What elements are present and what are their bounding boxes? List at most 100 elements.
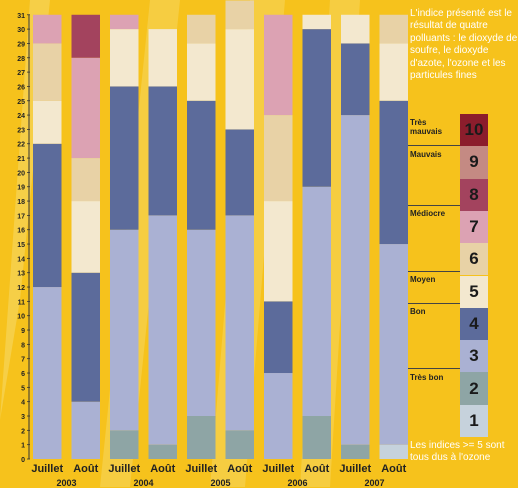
- bar-segment-level-3: [264, 373, 293, 459]
- legend-category-bon: Bon: [410, 307, 426, 316]
- bar-segment-level-4: [187, 100, 216, 230]
- y-tick-label: 30: [17, 27, 25, 34]
- bar-segment-level-2: [302, 416, 331, 459]
- bar-segment-level-4: [341, 43, 370, 116]
- y-tick-label: 4: [21, 400, 25, 407]
- x-tick-label: Août: [73, 463, 99, 475]
- note-top: L'indice présenté est le résultat de qua…: [410, 8, 518, 82]
- bar-segment-level-7: [33, 14, 62, 44]
- bar-segment-level-3: [148, 215, 177, 445]
- y-tick-label: 29: [17, 41, 25, 48]
- y-tick-label: 11: [18, 299, 26, 306]
- bar-segment-level-5: [71, 201, 100, 273]
- y-tick-label: 12: [17, 285, 25, 292]
- legend-level-1: 1: [460, 404, 488, 437]
- bar-segment-level-5: [302, 14, 331, 30]
- bar-segment-level-3: [187, 229, 216, 417]
- x-tick-label: Juillet: [108, 463, 141, 475]
- legend-level-2: 2: [460, 372, 488, 405]
- year-label: 2005: [210, 478, 231, 488]
- bar-segment-level-4: [264, 301, 293, 374]
- y-tick-label: 25: [17, 99, 25, 106]
- bar-segment-level-3: [110, 229, 139, 431]
- legend-level-7: 7: [460, 210, 488, 244]
- legend-level-10: 10: [460, 114, 488, 147]
- y-tick-label: 1: [21, 443, 25, 450]
- legend-level-8: 8: [460, 178, 488, 211]
- bar-segment-level-5: [110, 29, 139, 87]
- y-tick-label: 28: [17, 56, 25, 63]
- legend-category-tres-bon: Très bon: [410, 373, 444, 382]
- bar-segment-level-6: [225, 0, 254, 30]
- y-tick-label: 8: [21, 342, 25, 349]
- bar-segment-level-4: [33, 143, 62, 288]
- bar-segment-level-4: [148, 86, 177, 216]
- legend-separator: [408, 368, 460, 369]
- bar-segment-level-5: [187, 43, 216, 101]
- legend-level-4: 4: [460, 307, 488, 341]
- bar-segment-level-6: [71, 158, 100, 202]
- year-label: 2007: [364, 478, 385, 488]
- bar-segment-level-4: [225, 129, 254, 216]
- bar-segment-level-3: [33, 287, 62, 459]
- x-tick-label: Août: [150, 463, 176, 475]
- legend-level-5: 5: [460, 275, 488, 308]
- bar-segment-level-3: [379, 244, 408, 445]
- bar-segment-level-2: [187, 416, 216, 459]
- x-tick-label: Août: [381, 463, 407, 475]
- legend-separator: [408, 271, 460, 272]
- bar-segment-level-2: [110, 430, 139, 459]
- y-tick-label: 17: [17, 213, 25, 220]
- y-tick-label: 31: [17, 13, 25, 20]
- bar-segment-level-6: [33, 43, 62, 101]
- legend-category-mediocre: Médiocre: [410, 209, 446, 218]
- bar-segment-level-3: [71, 401, 100, 459]
- y-tick-label: 20: [17, 170, 25, 177]
- x-tick-label: Juillet: [339, 463, 372, 475]
- legend-category-tres-mauvais: Très mauvais: [410, 118, 443, 136]
- y-tick-label: 23: [17, 127, 25, 134]
- bar-segment-level-5: [148, 29, 177, 87]
- bar-segment-level-7: [264, 14, 293, 116]
- y-tick-label: 5: [21, 385, 25, 392]
- y-tick-label: 22: [17, 142, 25, 149]
- bar-segment-level-3: [341, 115, 370, 445]
- bar-segment-level-7: [110, 14, 139, 30]
- stacked-bar-chart: 0123456789101112131415161718192021222324…: [0, 0, 408, 487]
- bar-segment-level-5: [33, 100, 62, 144]
- legend-separator: [408, 303, 460, 304]
- bar-segment-level-7: [71, 57, 100, 159]
- bar-segment-level-8: [71, 14, 100, 58]
- y-tick-label: 24: [17, 113, 25, 120]
- x-tick-label: Août: [227, 463, 253, 475]
- y-tick-label: 16: [17, 228, 25, 235]
- x-tick-label: Août: [304, 463, 330, 475]
- bar-segment-level-1: [379, 444, 408, 459]
- legend-separator: [408, 205, 460, 206]
- bar-segment-level-6: [187, 14, 216, 44]
- bar-segment-level-3: [225, 215, 254, 431]
- bar-segment-level-4: [71, 272, 100, 402]
- y-tick-label: 9: [21, 328, 25, 335]
- bar-segment-level-2: [225, 430, 254, 459]
- x-tick-label: Juillet: [185, 463, 218, 475]
- y-tick-label: 18: [17, 199, 25, 206]
- year-label: 2004: [133, 478, 154, 488]
- bar-segment-level-2: [148, 444, 177, 459]
- y-tick-label: 0: [21, 457, 25, 464]
- note-bottom: Les indices >= 5 sont tous dus à l'ozone: [410, 440, 505, 463]
- legend-level-3: 3: [460, 340, 488, 373]
- y-tick-label: 6: [21, 371, 25, 378]
- x-tick-label: Juillet: [262, 463, 295, 475]
- bar-segment-level-5: [379, 43, 408, 101]
- bars: [33, 0, 408, 459]
- legend-category-mauvais: Mauvais: [410, 150, 442, 159]
- y-tick-label: 19: [17, 185, 25, 192]
- legend-level-9: 9: [460, 146, 488, 179]
- y-tick-label: 10: [17, 314, 25, 321]
- bar-segment-level-5: [341, 14, 370, 44]
- y-tick-label: 2: [21, 428, 25, 435]
- y-tick-label: 3: [21, 414, 25, 421]
- bar-segment-level-4: [302, 29, 331, 187]
- legend-level-6: 6: [460, 243, 488, 276]
